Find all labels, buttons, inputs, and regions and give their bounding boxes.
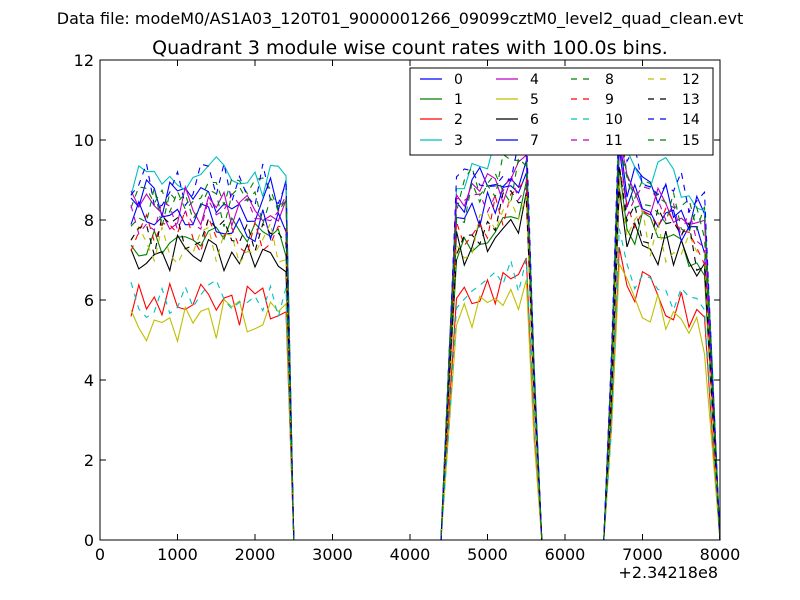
- x-tick-label: 8000: [700, 545, 741, 564]
- series-line-9: [130, 168, 721, 541]
- figure-suptitle: Data file: modeM0/AS1A03_120T01_90000012…: [57, 9, 743, 29]
- legend-label-2: 2: [454, 112, 463, 128]
- x-tick-label: 3000: [312, 545, 353, 564]
- legend-label-15: 15: [682, 133, 700, 149]
- y-tick-label: 8: [84, 211, 94, 230]
- x-tick-label: 2000: [235, 545, 276, 564]
- legend-label-7: 7: [530, 133, 539, 149]
- series-line-13: [130, 165, 721, 541]
- legend-label-3: 3: [454, 133, 463, 149]
- legend-label-6: 6: [530, 112, 539, 128]
- legend-label-5: 5: [530, 92, 539, 108]
- chart-title: Quadrant 3 module wise count rates with …: [152, 37, 668, 59]
- legend-label-13: 13: [682, 92, 700, 108]
- y-tick-label: 0: [84, 531, 94, 550]
- legend-label-4: 4: [530, 72, 539, 88]
- legend-label-12: 12: [682, 72, 700, 88]
- legend-label-8: 8: [605, 72, 614, 88]
- x-tick-label: 5000: [467, 545, 508, 564]
- x-tick-label: 0: [95, 545, 105, 564]
- legend-label-10: 10: [605, 112, 623, 128]
- x-tick-label: 1000: [157, 545, 198, 564]
- x-tick-label: 4000: [390, 545, 431, 564]
- y-tick-label: 12: [74, 51, 94, 70]
- y-tick-label: 2: [84, 451, 94, 470]
- series-line-10: [130, 228, 721, 541]
- x-offset-label: +2.34218e8: [618, 563, 718, 582]
- legend-label-1: 1: [454, 92, 463, 108]
- y-tick-label: 4: [84, 371, 94, 390]
- legend-label-14: 14: [682, 112, 700, 128]
- x-tick-label: 7000: [622, 545, 663, 564]
- legend-label-11: 11: [605, 133, 623, 149]
- legend-label-0: 0: [454, 72, 463, 88]
- y-tick-label: 10: [74, 131, 94, 150]
- legend-label-9: 9: [605, 92, 614, 108]
- series-line-12: [130, 180, 721, 541]
- y-tick-label: 6: [84, 291, 94, 310]
- x-axis: 0 1000 2000 3000 4000 5000 6000 7000 8000: [95, 60, 740, 564]
- x-tick-label: 6000: [545, 545, 586, 564]
